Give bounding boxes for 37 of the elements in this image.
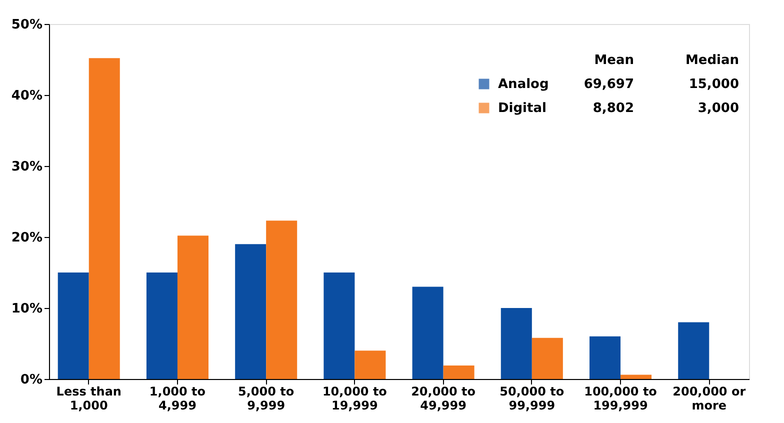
- x-tick-label: 50,000 to 99,999: [500, 384, 564, 412]
- bar: [620, 374, 652, 379]
- legend-label: Digital: [498, 101, 546, 116]
- x-tick-label: Less than 1,000: [56, 384, 122, 412]
- x-tick-label: 1,000 to 4,999: [149, 384, 206, 412]
- bar: [324, 272, 355, 379]
- bar: [532, 338, 563, 379]
- x-tick-label: 5,000 to 9,999: [238, 384, 294, 412]
- annotation: 8,802: [592, 101, 634, 116]
- bar: [590, 336, 621, 379]
- bar: [177, 236, 208, 379]
- annotation: Median: [685, 53, 739, 68]
- y-tick-label: 40%: [11, 88, 42, 104]
- bar: [235, 244, 266, 379]
- legend-label: Analog: [498, 77, 549, 92]
- y-tick-label: 0%: [20, 372, 42, 388]
- bar: [412, 286, 444, 379]
- x-tick-label: 100,000 to 199,999: [584, 384, 657, 412]
- x-tick-label: 10,000 to 19,999: [322, 384, 387, 412]
- annotation: 15,000: [688, 77, 739, 92]
- annotation: 69,697: [584, 77, 634, 92]
- y-tick-label: 30%: [11, 160, 42, 174]
- bar: [58, 272, 89, 379]
- x-tick-label: 200,000 or more: [672, 384, 746, 412]
- annotation: 3,000: [698, 101, 739, 116]
- bar: [354, 350, 386, 379]
- bar: [443, 366, 474, 379]
- y-tick-label: 50%: [11, 18, 42, 32]
- bar: [88, 58, 120, 379]
- x-tick-label: 20,000 to 49,999: [411, 384, 476, 412]
- bar: [146, 272, 178, 379]
- y-tick-label: 10%: [11, 302, 42, 316]
- bar: [500, 308, 532, 379]
- y-tick-label: 20%: [11, 230, 42, 246]
- bar: [678, 322, 710, 379]
- annotation: Mean: [594, 53, 634, 68]
- bar: [266, 220, 298, 379]
